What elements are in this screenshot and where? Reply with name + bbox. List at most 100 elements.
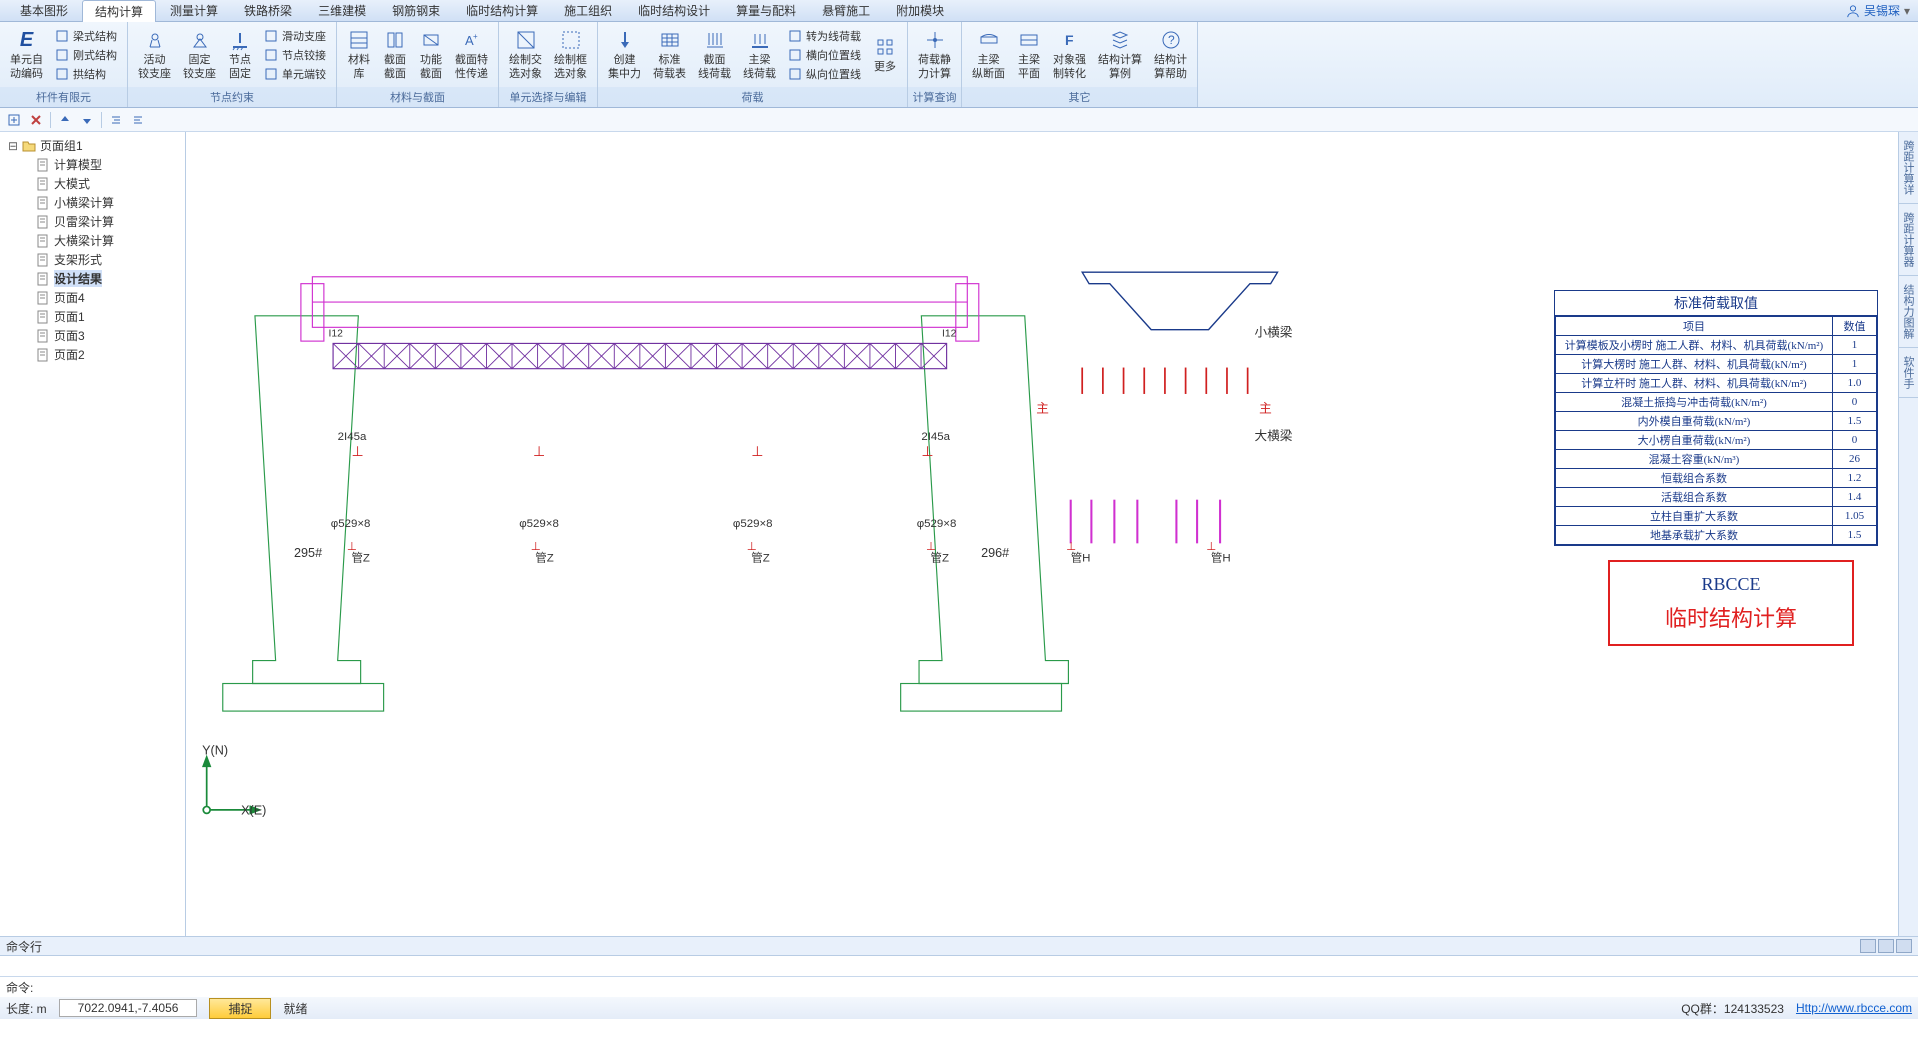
tree-item[interactable]: 页面1	[2, 307, 183, 326]
ribbon-button[interactable]: 结构计算 算例	[1092, 26, 1148, 82]
drawing-canvas[interactable]: Y(N) X(E) 295# 296# I12 I12	[186, 132, 1898, 936]
table-cell: 1.5	[1833, 412, 1877, 431]
table-header: 数值	[1833, 317, 1877, 336]
svg-text:F: F	[1065, 32, 1074, 48]
menu-tab[interactable]: 结构计算	[82, 0, 156, 22]
ribbon-small-button[interactable]: 滑动支座	[262, 27, 328, 45]
ribbon-small-button[interactable]: 刚式结构	[53, 46, 119, 64]
tree-item[interactable]: 设计结果	[2, 269, 183, 288]
tree-item[interactable]: 大模式	[2, 174, 183, 193]
ribbon-button[interactable]: E单元自 动编码	[4, 26, 49, 82]
length-label: 长度: m	[6, 1000, 47, 1017]
menu-tab[interactable]: 附加模块	[884, 0, 956, 22]
menu-tab[interactable]: 临时结构计算	[454, 0, 550, 22]
side-tab[interactable]: 软件手	[1899, 348, 1918, 398]
ribbon-button[interactable]: 功能 截面	[413, 26, 449, 82]
new-page-button[interactable]	[4, 110, 24, 130]
svg-text:主: 主	[1259, 401, 1272, 415]
user-label[interactable]: 吴锡琛 ▾	[1846, 2, 1910, 19]
ribbon-small-button[interactable]: 节点铰接	[262, 46, 328, 64]
table-cell: 1	[1833, 336, 1877, 355]
menu-tab[interactable]: 三维建模	[306, 0, 378, 22]
svg-text:296#: 296#	[981, 546, 1009, 560]
brand-box: RBCCE 临时结构计算	[1608, 560, 1854, 646]
side-tab[interactable]: 结构力图解	[1899, 276, 1918, 348]
ribbon-button[interactable]: 绘制框 选对象	[548, 26, 593, 82]
svg-text:⊥: ⊥	[926, 541, 936, 553]
menu-tab[interactable]: 施工组织	[552, 0, 624, 22]
side-tab[interactable]: 跨距计算器	[1899, 204, 1918, 276]
menu-tab[interactable]: 测量计算	[158, 0, 230, 22]
tree-panel: ⊟ 页面组1 计算模型大模式小横梁计算贝雷梁计算大横梁计算支架形式设计结果页面4…	[0, 132, 186, 936]
table-cell: 大小楞自重荷载(kN/m²)	[1556, 431, 1833, 450]
ribbon-small-button[interactable]: 横向位置线	[786, 46, 863, 64]
ribbon-small-button[interactable]: 单元端铰	[262, 65, 328, 83]
ribbon-button[interactable]: 绘制交 选对象	[503, 26, 548, 82]
menu-tab[interactable]: 悬臂施工	[810, 0, 882, 22]
tree-item[interactable]: 支架形式	[2, 250, 183, 269]
menu-tab[interactable]: 铁路桥梁	[232, 0, 304, 22]
svg-text:⊥: ⊥	[1066, 541, 1076, 553]
tree-item[interactable]: 贝雷梁计算	[2, 212, 183, 231]
svg-text:⊥: ⊥	[1206, 541, 1216, 553]
table-cell: 1.4	[1833, 488, 1877, 507]
ribbon-button[interactable]: ?结构计 算帮助	[1148, 26, 1193, 82]
svg-text:+: +	[473, 32, 478, 41]
ribbon-button[interactable]: 荷载静 力计算	[912, 26, 957, 82]
up-button[interactable]	[55, 110, 75, 130]
ribbon-button[interactable]: 材料 库	[341, 26, 377, 82]
ribbon-small-button[interactable]: 转为线荷载	[786, 27, 863, 45]
user-icon	[1846, 4, 1860, 18]
delete-button[interactable]	[26, 110, 46, 130]
load-table-title: 标准荷载取值	[1555, 291, 1877, 316]
ribbon-button[interactable]: 创建 集中力	[602, 26, 647, 82]
ribbon-small-button[interactable]: 拱结构	[53, 65, 119, 83]
tree-item[interactable]: 页面2	[2, 345, 183, 364]
tree-item[interactable]: 小横梁计算	[2, 193, 183, 212]
menu-tab[interactable]: 基本图形	[8, 0, 80, 22]
svg-text:⊥: ⊥	[531, 541, 541, 553]
side-tabs: 跨距计算详跨距计算器结构力图解软件手	[1898, 132, 1918, 936]
table-cell: 地基承载扩大系数	[1556, 526, 1833, 545]
down-button[interactable]	[77, 110, 97, 130]
ribbon-button[interactable]: 固定 铰支座	[177, 26, 222, 82]
table-cell: 1.0	[1833, 374, 1877, 393]
ribbon-button[interactable]: 节点 固定	[222, 26, 258, 82]
ribbon-button[interactable]: 主梁 纵断面	[966, 26, 1011, 82]
tree-item[interactable]: 计算模型	[2, 155, 183, 174]
tree-root[interactable]: ⊟ 页面组1	[2, 136, 183, 155]
menu-tab[interactable]: 算量与配料	[724, 0, 808, 22]
table-cell: 1.5	[1833, 526, 1877, 545]
tree-item[interactable]: 大横梁计算	[2, 231, 183, 250]
indent-button[interactable]	[128, 110, 148, 130]
ribbon-button[interactable]: A+截面特 性传递	[449, 26, 494, 82]
svg-text:主: 主	[1036, 401, 1049, 415]
svg-text:2I45a: 2I45a	[921, 431, 950, 443]
ribbon-button[interactable]: 标准 荷载表	[647, 26, 692, 82]
outdent-button[interactable]	[106, 110, 126, 130]
tree-item[interactable]: 页面3	[2, 326, 183, 345]
menu-tab[interactable]: 钢筋钢束	[380, 0, 452, 22]
ribbon: E单元自 动编码梁式结构刚式结构拱结构杆件有限元活动 铰支座固定 铰支座节点 固…	[0, 22, 1918, 108]
svg-text:⊥: ⊥	[921, 444, 933, 459]
ribbon-button[interactable]: F对象强 制转化	[1047, 26, 1092, 82]
table-cell: 内外模自重荷载(kN/m²)	[1556, 412, 1833, 431]
ribbon-button[interactable]: 更多	[867, 33, 903, 76]
svg-text:φ529×8: φ529×8	[331, 518, 371, 530]
svg-text:?: ?	[1168, 33, 1175, 47]
menu-tab[interactable]: 临时结构设计	[626, 0, 722, 22]
side-tab[interactable]: 跨距计算详	[1899, 132, 1918, 204]
svg-text:2I45a: 2I45a	[338, 431, 367, 443]
ribbon-button[interactable]: 截面 截面	[377, 26, 413, 82]
panel-close-button[interactable]	[1896, 939, 1912, 953]
svg-text:X(E): X(E)	[241, 803, 266, 817]
tree-item[interactable]: 页面4	[2, 288, 183, 307]
ribbon-button[interactable]: 活动 铰支座	[132, 26, 177, 82]
ribbon-button[interactable]: 截面 线荷载	[692, 26, 737, 82]
folder-icon	[22, 139, 36, 153]
ribbon-small-button[interactable]: 梁式结构	[53, 27, 119, 45]
ribbon-button[interactable]: 主梁 线荷载	[737, 26, 782, 82]
table-cell: 计算立杆时 施工人群、材料、机具荷载(kN/m²)	[1556, 374, 1833, 393]
ribbon-button[interactable]: 主梁 平面	[1011, 26, 1047, 82]
ribbon-small-button[interactable]: 纵向位置线	[786, 65, 863, 83]
